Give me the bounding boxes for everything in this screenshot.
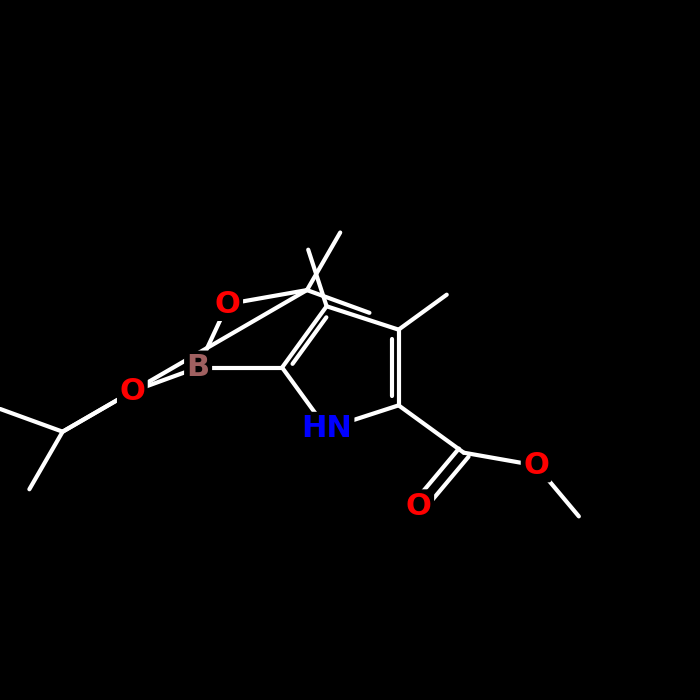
Text: HN: HN <box>301 414 352 443</box>
Text: B: B <box>186 353 210 382</box>
Text: O: O <box>523 451 549 480</box>
Text: O: O <box>406 492 432 521</box>
Text: O: O <box>120 377 146 406</box>
Text: O: O <box>215 290 241 319</box>
